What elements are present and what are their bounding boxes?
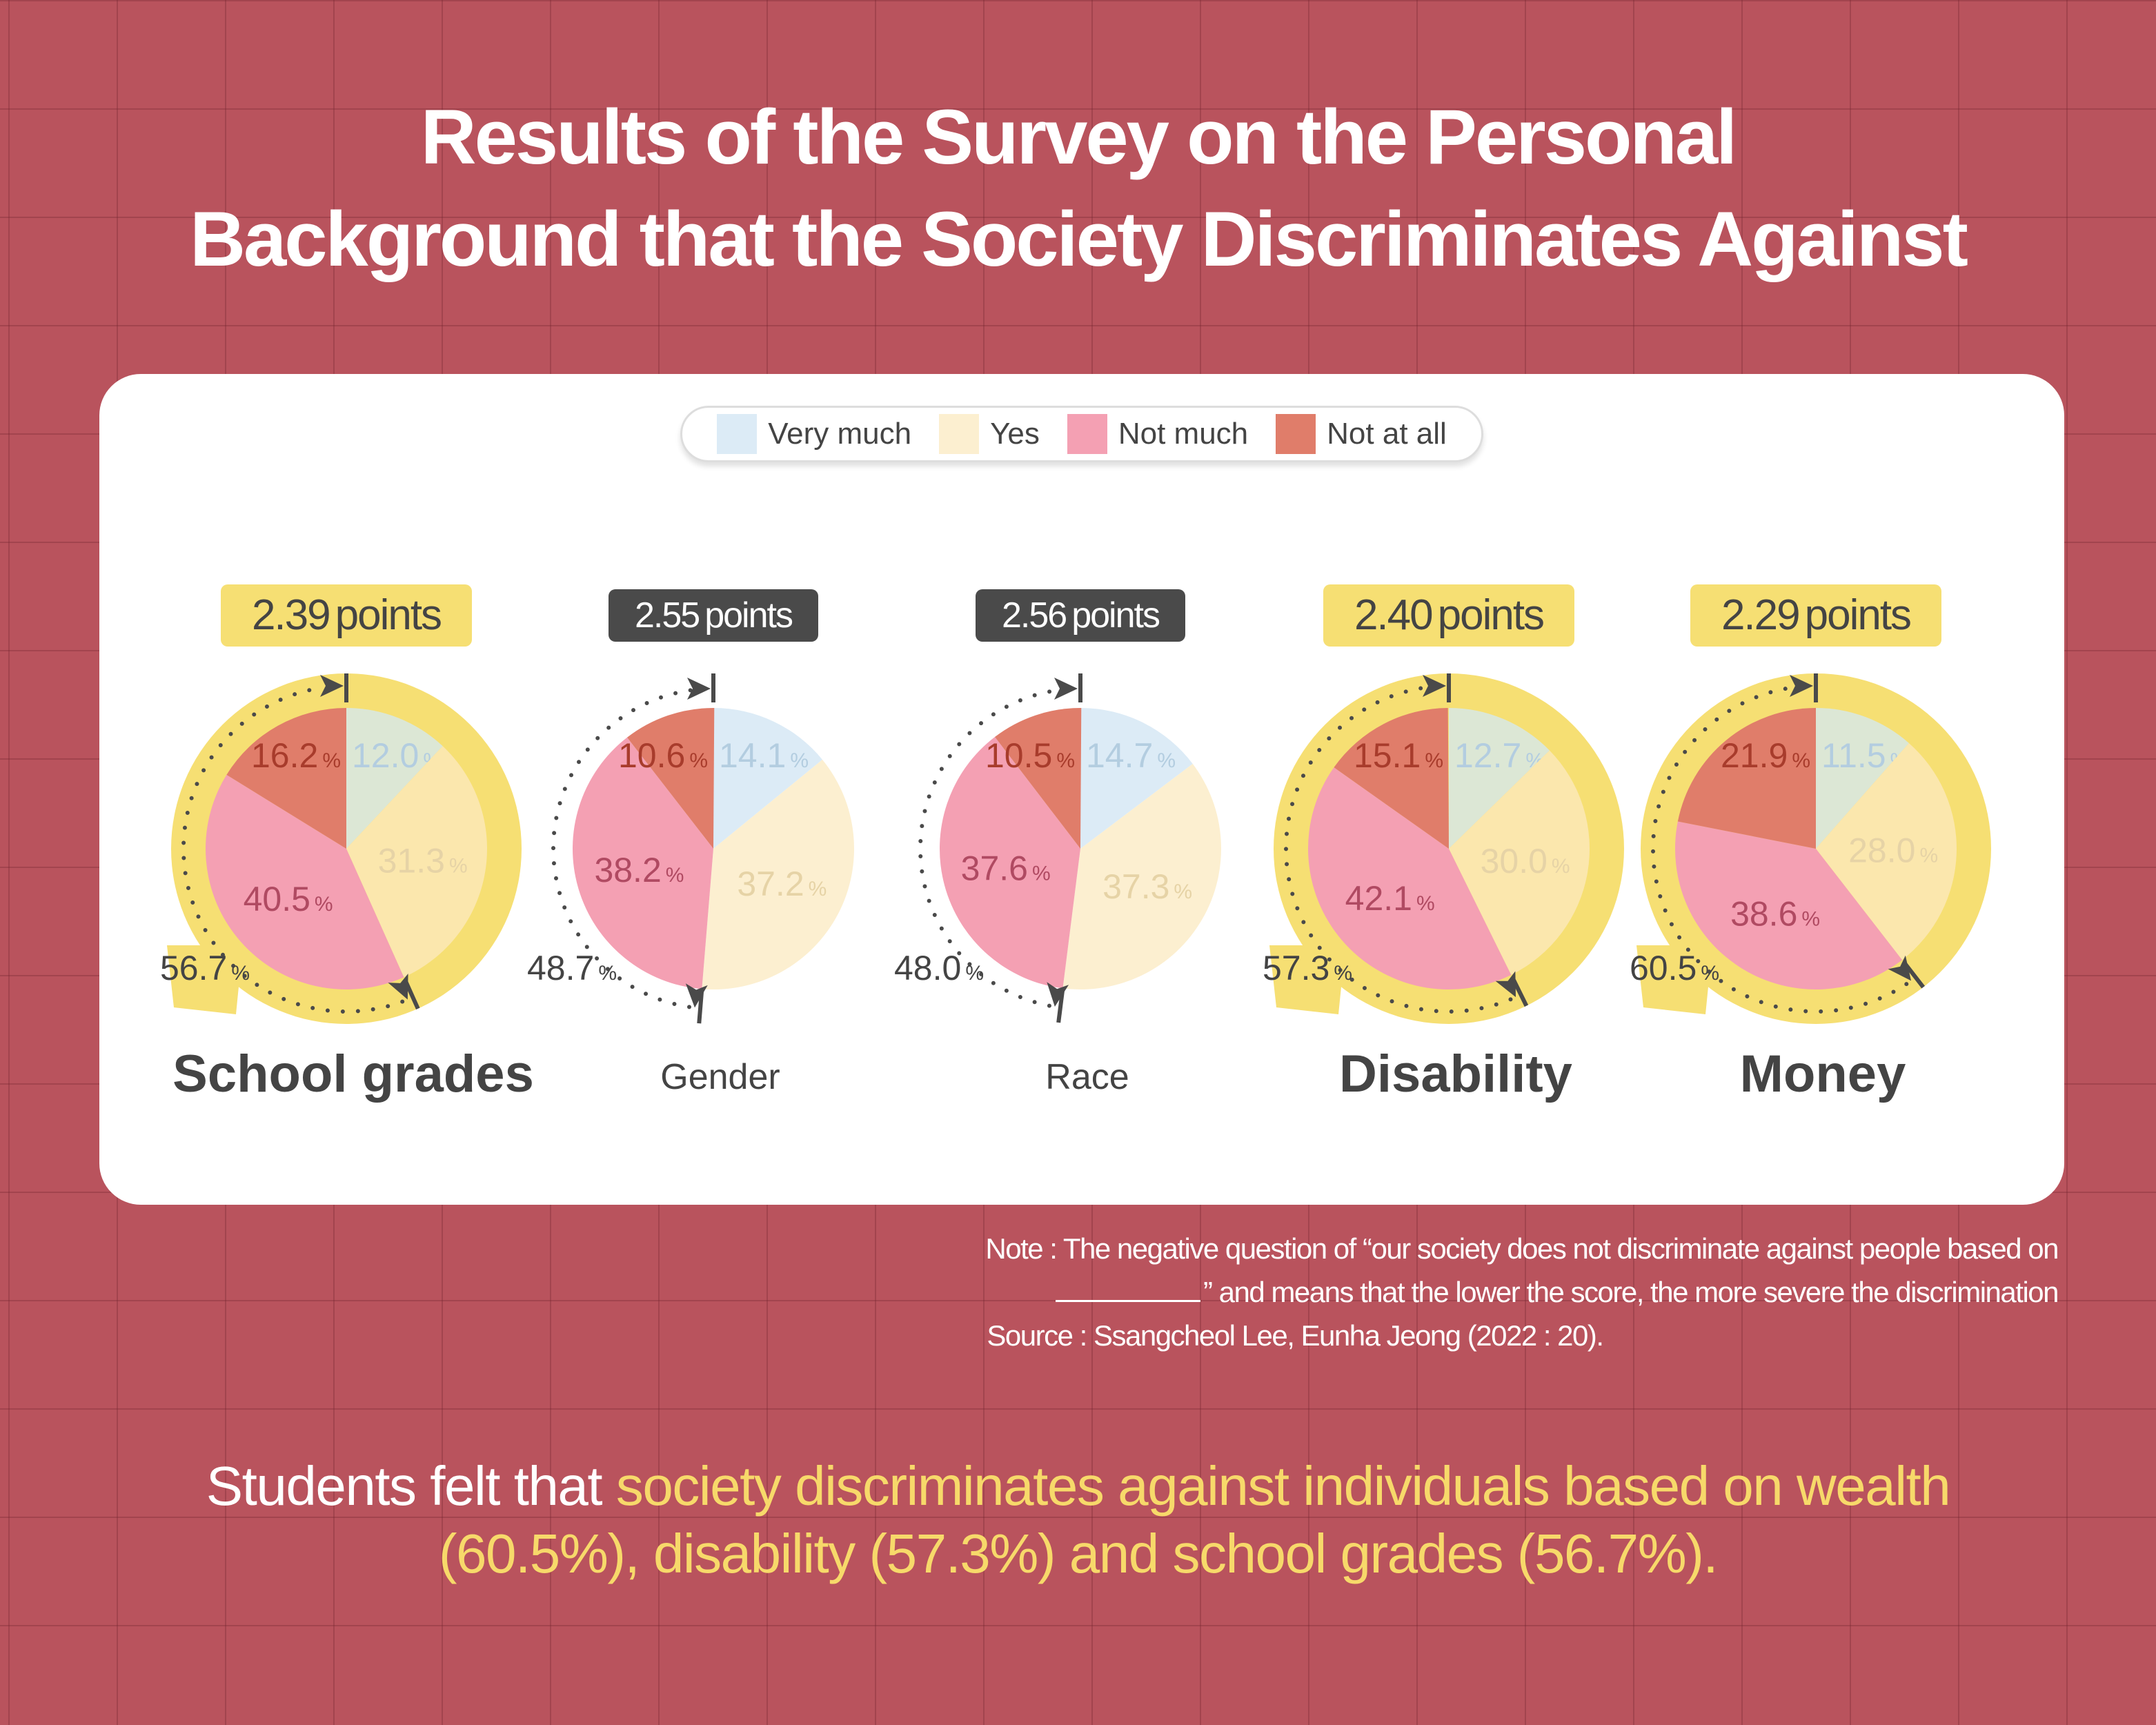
slice-label: 10.5% [985,736,1075,775]
arrow-icon [1790,675,1813,697]
slice-not-much [940,737,1080,989]
slice-label: 40.5% [244,880,333,918]
slice-very-much [713,708,822,849]
slice-label: 21.9% [1721,736,1810,775]
slice-not-much [1675,821,1903,990]
slice-label: 14.1% [719,736,809,775]
label-tab [167,945,243,1014]
slice-label: 28.0% [1848,831,1938,870]
slice-yes [1816,742,1957,960]
points-label: 2.39 points [252,591,441,639]
slice-not-at-all [1677,708,1816,849]
slice-not-at-all [994,708,1082,849]
end-tick [697,992,704,1024]
negative-total-label: 60.5% [1630,949,1719,987]
legend-swatch [717,414,758,454]
pie-race: 14.7 % 37.3 % 37.6 % 10.5 % 48.0 % 2.56 points Race [894,589,1222,1097]
slice-label: 37.6% [961,849,1051,887]
arrow-icon [1054,678,1078,700]
legend-item-not-at-all: Not at all [1276,414,1447,454]
note: Note : The negative question of “our soc… [985,1227,2059,1357]
slice-label: 14.7% [1086,736,1176,775]
slice-not-much [205,774,404,990]
points-badge [1323,584,1574,647]
pie-disability: 12.7 % 30.0 % 42.1 % 15.1 % 57.3 % 2.40 points Disab… [1263,584,1624,1103]
slice-not-at-all [1334,708,1449,849]
slice-yes [1062,764,1222,990]
points-badge [609,589,818,642]
slice-label: 16.2% [251,736,341,775]
points-label: 2.55 points [635,595,793,635]
pie-gender: 14.1 % 37.2 % 38.2 % 10.6 % 48.7 % 2.55 points Gende… [527,589,854,1097]
negative-arc [918,688,1060,1008]
slice-label: 38.2% [594,851,684,889]
slice-very-much [1816,708,1909,849]
slice-label: 42.1% [1345,879,1435,918]
slice-label: 38.6% [1730,894,1820,933]
slice-yes [1449,750,1590,975]
label-tab [1636,945,1712,1014]
category-label: School grades [172,1045,534,1103]
conclusion: Students felt that society discriminates… [206,1455,1951,1584]
negative-arc [551,688,693,1009]
arrow-icon [685,983,708,1008]
negative-total-label: 48.7% [527,949,617,987]
slice-label: 30.0% [1481,842,1570,880]
arrow-icon [1495,971,1516,998]
slice-not-much [573,737,713,989]
points-label: 2.29 points [1721,591,1910,639]
end-tick [1056,990,1065,1023]
slice-label: 37.3% [1102,867,1192,906]
arrow-icon [1047,982,1069,1007]
blank-line [1056,1300,1200,1302]
slice-very-much [1449,708,1550,849]
negative-total-label: 48.0% [894,949,984,987]
points-badge [1690,584,1941,647]
points-badge [221,584,472,647]
slice-label: 12.7% [1454,736,1544,775]
legend-item-very-much: Very much [717,414,911,454]
category-label: Race [1045,1057,1129,1097]
arrow-icon [1423,675,1446,697]
category-label: Disability [1339,1045,1572,1103]
arrow-icon [1888,955,1912,981]
slice-yes [346,746,487,978]
negative-total-label: 57.3% [1263,949,1352,987]
arrow-icon [320,675,344,697]
page-title: Results of the Survey on the Personal Ba… [190,94,1968,282]
category-label: Gender [660,1057,780,1097]
negative-arc [1651,685,1909,1014]
slice-label: 37.2% [737,865,827,903]
legend-item-yes: Yes [939,414,1040,454]
category-label: Money [1740,1045,1906,1103]
slice-yes [702,759,854,989]
slice-not-much [1308,767,1512,989]
points-badge [976,589,1185,642]
points-label: 2.56 points [1002,595,1160,635]
slice-label: 15.1% [1354,736,1443,775]
negative-arc [181,685,405,1014]
arrow-icon [687,678,711,700]
slice-label: 10.6% [618,736,708,775]
points-label: 2.40 points [1354,591,1543,639]
slice-very-much [346,708,443,849]
legend: Very much Yes Not much Not at all [680,406,1483,462]
slice-label: 11.5% [1821,736,1908,775]
legend-swatch [1276,414,1316,454]
legend-swatch [939,414,980,454]
slice-label: 31.3% [378,842,468,880]
pie-school-grades: 12.0%31.3%40.5%16.2%56.7%2.39pointsSchoo… [160,584,534,1103]
legend-swatch [1067,414,1107,454]
slice-not-at-all [226,708,346,849]
legend-item-not-much: Not much [1067,414,1248,454]
slice-not-at-all [626,708,715,849]
source: Source : Ssangcheol Lee, Eunha Jeong (20… [987,1319,1604,1352]
arrow-icon [388,974,408,1000]
negative-total-label: 56.7% [160,949,250,987]
label-tab [1269,945,1345,1014]
slice-very-much [1080,708,1193,849]
